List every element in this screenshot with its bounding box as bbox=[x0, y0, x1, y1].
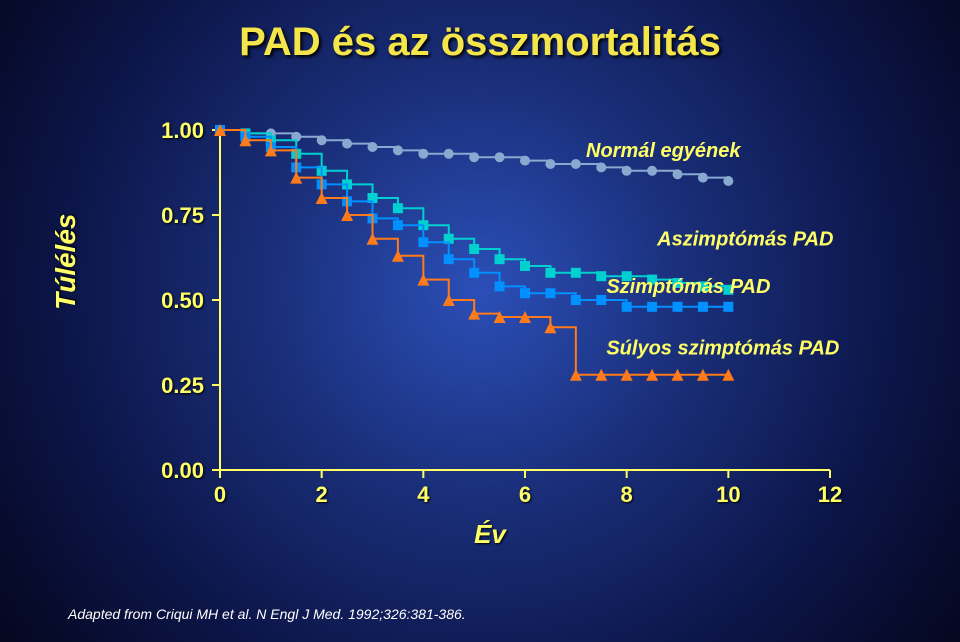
svg-text:12: 12 bbox=[818, 482, 842, 507]
svg-text:0.75: 0.75 bbox=[161, 203, 204, 228]
survival-chart: 0.00 0.25 0.50 0.75 1.00 0 2 4 6 8 10 12 Normál egyé… bbox=[130, 110, 850, 510]
svg-text:0.00: 0.00 bbox=[161, 458, 204, 483]
svg-text:Normál egyének: Normál egyének bbox=[586, 140, 741, 162]
svg-text:2: 2 bbox=[316, 482, 328, 507]
y-axis-label: Túlélés bbox=[50, 214, 82, 310]
chart-container: Túlélés 0.000.250.500.751.00024681012Nor… bbox=[130, 110, 850, 540]
svg-text:1.00: 1.00 bbox=[161, 118, 204, 143]
svg-text:Aszimptómás PAD: Aszimptómás PAD bbox=[656, 229, 833, 251]
svg-text:Szimptómás PAD: Szimptómás PAD bbox=[606, 276, 770, 298]
svg-text:4: 4 bbox=[417, 482, 430, 507]
slide-title: PAD és az összmortalitás bbox=[0, 20, 960, 65]
svg-text:6: 6 bbox=[519, 482, 531, 507]
svg-text:0.50: 0.50 bbox=[161, 288, 204, 313]
citation-text: Adapted from Criqui MH et al. N Engl J M… bbox=[68, 606, 466, 622]
x-axis-label: Év bbox=[130, 519, 850, 550]
svg-text:0: 0 bbox=[214, 482, 226, 507]
svg-text:10: 10 bbox=[716, 482, 740, 507]
svg-text:Súlyos szimptómás PAD: Súlyos szimptómás PAD bbox=[606, 337, 839, 359]
svg-text:8: 8 bbox=[621, 482, 633, 507]
svg-text:0.25: 0.25 bbox=[161, 373, 204, 398]
